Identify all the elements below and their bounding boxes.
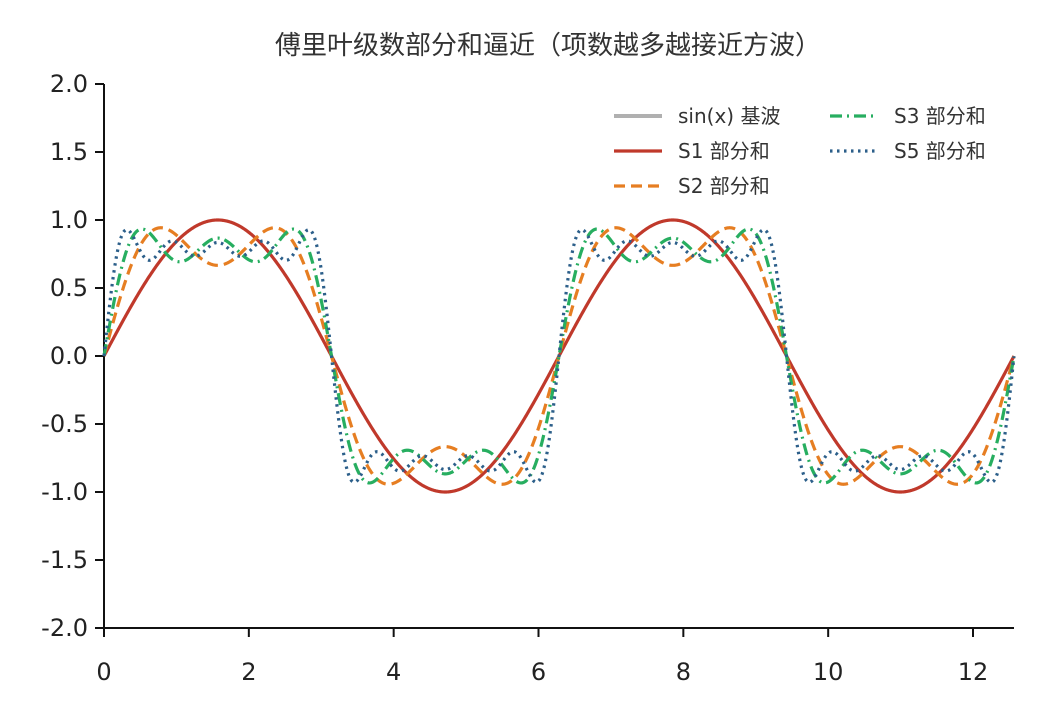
y-tick-label: 1.5 bbox=[50, 138, 88, 166]
axes: 2.0 1.5 1.0 0.5 0.0 -0.5 -1.0 -1.5 -2.0 0 2 4 6 8 10 12 bbox=[41, 70, 1014, 686]
x-tick-label: 10 bbox=[813, 658, 844, 686]
legend-label-4: S5 部分和 bbox=[894, 139, 986, 163]
y-tick-label: 0.0 bbox=[50, 342, 88, 370]
y-tick-label: -0.5 bbox=[41, 410, 88, 438]
legend-label-3: S3 部分和 bbox=[894, 104, 986, 128]
x-tick-label: 8 bbox=[676, 658, 691, 686]
y-tick-label: -1.5 bbox=[41, 546, 88, 574]
legend-label-2: S2 部分和 bbox=[678, 174, 770, 198]
y-tick-label: 0.5 bbox=[50, 274, 88, 302]
series-lines bbox=[102, 218, 1016, 494]
y-tick-label: 1.0 bbox=[50, 206, 88, 234]
y-tick-label: -1.0 bbox=[41, 478, 88, 506]
y-tick-label: -2.0 bbox=[41, 614, 88, 642]
x-tick-label: 12 bbox=[958, 658, 989, 686]
series-line-4 bbox=[102, 228, 1016, 484]
legend-label-0: sin(x) 基波 bbox=[678, 104, 780, 128]
x-tick-label: 0 bbox=[96, 658, 111, 686]
x-tick-label: 6 bbox=[531, 658, 546, 686]
legend-label-1: S1 部分和 bbox=[678, 139, 770, 163]
chart-title: 傅里叶级数部分和逼近（项数越多越接近方波） bbox=[275, 31, 821, 61]
series-line-3 bbox=[102, 227, 1016, 485]
y-tick-label: 2.0 bbox=[50, 70, 88, 98]
legend: sin(x) 基波 S1 部分和 S2 部分和 S3 部分和 S5 部分和 bbox=[614, 104, 986, 198]
x-tick-label: 4 bbox=[386, 658, 401, 686]
x-tick-label: 2 bbox=[241, 658, 256, 686]
